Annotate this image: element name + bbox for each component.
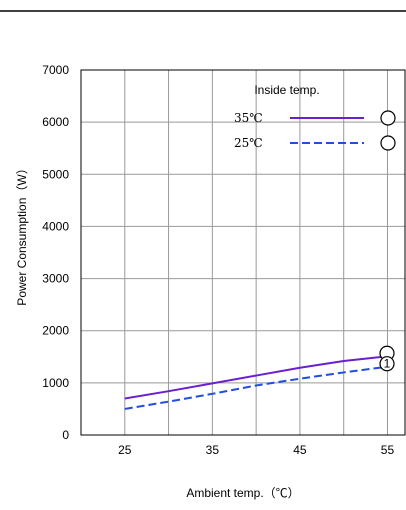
grid — [81, 70, 405, 435]
y-tick-label: 1000 — [42, 376, 69, 390]
plot-frame — [80, 69, 406, 436]
legend-circle-0 — [380, 110, 396, 126]
x-tick-label: 35 — [206, 443, 220, 457]
x-tick-label: 55 — [381, 443, 395, 457]
x-tick-label: 25 — [118, 443, 132, 457]
y-tick-label: 7000 — [42, 63, 69, 77]
y-axis-label: Power Consumption（W） — [15, 162, 29, 305]
y-tick-label: 6000 — [42, 115, 69, 129]
legend-label-1: 25℃ — [234, 136, 263, 150]
legend: Inside temp. 35℃ 25℃ — [234, 83, 396, 151]
y-tick-labels: 0 1000 2000 3000 4000 5000 6000 7000 — [42, 63, 69, 442]
series-line-0 — [124, 355, 388, 400]
x-tick-label: 45 — [293, 443, 307, 457]
series-lines — [124, 355, 388, 410]
y-tick-label: 2000 — [42, 324, 69, 338]
series-end-number-1: 1 — [384, 357, 391, 371]
y-tick-label: 5000 — [42, 167, 69, 181]
x-tick-labels: 25 35 45 55 — [118, 443, 394, 457]
legend-label-0: 35℃ — [234, 111, 263, 125]
series-end-markers: 1 — [379, 345, 395, 372]
series-line-1 — [124, 365, 388, 410]
y-tick-label: 0 — [62, 428, 69, 442]
series-end-circle-1 — [379, 356, 395, 372]
legend-circle-1 — [380, 135, 396, 151]
y-tick-label: 3000 — [42, 272, 69, 286]
y-tick-label: 4000 — [42, 219, 69, 233]
legend-title: Inside temp. — [254, 83, 319, 97]
x-axis-label: Ambient temp.（℃） — [186, 486, 299, 500]
